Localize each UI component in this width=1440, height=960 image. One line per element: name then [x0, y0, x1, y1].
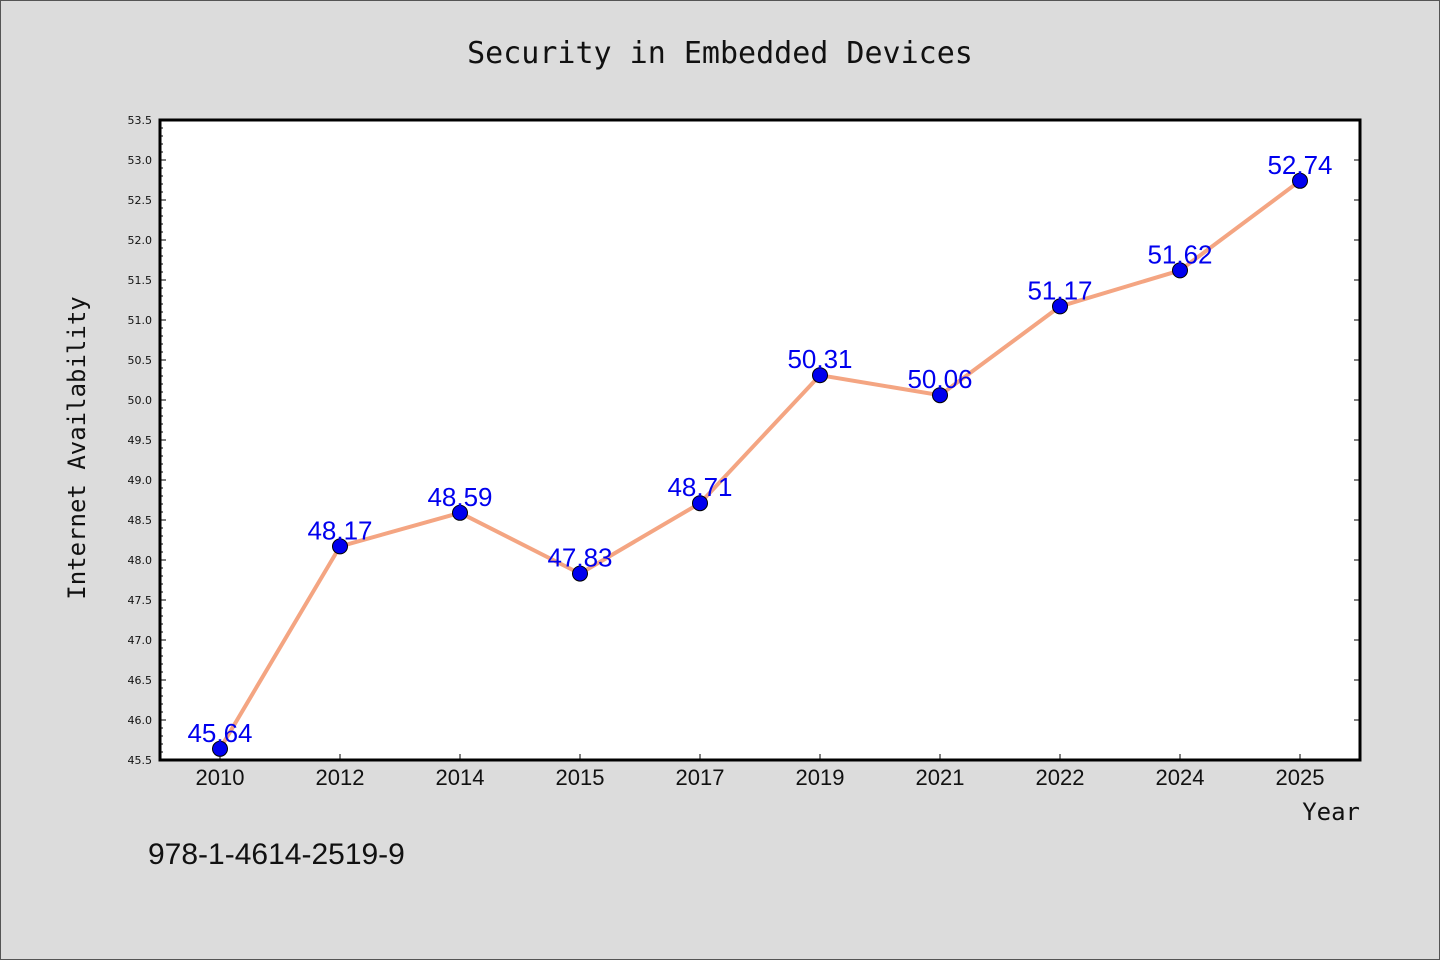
x-tick-label: 2014 [436, 765, 485, 790]
x-tick-label: 2017 [676, 765, 725, 790]
y-tick-label: 45.5 [128, 754, 153, 767]
chart-title: Security in Embedded Devices [467, 36, 973, 71]
series-line [218, 179, 1302, 750]
y-tick-label: 47.0 [128, 634, 153, 647]
x-tick-label: 2025 [1276, 765, 1325, 790]
y-tick-label: 50.0 [128, 394, 153, 407]
y-tick-label: 51.5 [128, 274, 153, 287]
y-tick-label: 48.0 [128, 554, 153, 567]
data-label: 48.71 [667, 472, 732, 502]
x-tick-label: 2015 [556, 765, 605, 790]
y-tick-label: 53.5 [128, 114, 153, 127]
data-label: 50.31 [787, 344, 852, 374]
data-label: 51.17 [1027, 275, 1092, 305]
y-axis-label: Internet Availability [63, 296, 91, 599]
data-point [572, 565, 588, 582]
data-label: 50.06 [907, 364, 972, 394]
y-tick-label: 47.5 [128, 594, 153, 607]
data-point [1172, 262, 1188, 279]
y-tick-label: 52.0 [128, 234, 153, 247]
data-label: 47.83 [547, 543, 612, 573]
x-tick-label: 2019 [796, 765, 845, 790]
x-axis: 2010 2012 2014 2015 2017 2019 2021 2022 2024 2025 [196, 754, 1325, 790]
data-point [1052, 298, 1068, 315]
data-point [1292, 172, 1308, 189]
y-tick-label: 49.0 [128, 474, 153, 487]
x-tick-label: 2010 [196, 765, 245, 790]
x-tick-label: 2022 [1036, 765, 1085, 790]
data-point [452, 504, 468, 521]
y-tick-label: 46.5 [128, 674, 153, 687]
data-label: 45.64 [187, 718, 252, 748]
y-tick-label: 50.5 [128, 354, 153, 367]
data-point [332, 538, 348, 555]
y-tick-label: 53.0 [128, 154, 153, 167]
data-point [932, 387, 948, 404]
y-axis: 45.5 46.0 46.5 47.0 47.5 48.0 48.5 49.0 49.5 50.0… [128, 114, 1360, 767]
x-axis-label: Year [1302, 798, 1360, 826]
data-label: 51.62 [1147, 239, 1212, 269]
data-point [692, 495, 708, 512]
data-point [812, 367, 828, 384]
y-tick-label: 48.5 [128, 514, 153, 527]
data-label: 48.59 [427, 482, 492, 512]
series-group: 45.64 48.17 48.59 47.83 48.71 50.31 50.06 51.17… [187, 150, 1333, 757]
data-point [212, 740, 228, 757]
x-tick-label: 2021 [916, 765, 965, 790]
footer-code: 978-1-4614-2519-9 [148, 838, 405, 871]
y-tick-label: 49.5 [128, 434, 153, 447]
data-label: 48.17 [307, 515, 372, 545]
data-label: 52.74 [1267, 150, 1332, 180]
y-tick-label: 51.0 [128, 314, 153, 327]
x-tick-label: 2024 [1156, 765, 1205, 790]
x-tick-label: 2012 [316, 765, 365, 790]
y-tick-label: 46.0 [128, 714, 153, 727]
y-tick-label: 52.5 [128, 194, 153, 207]
